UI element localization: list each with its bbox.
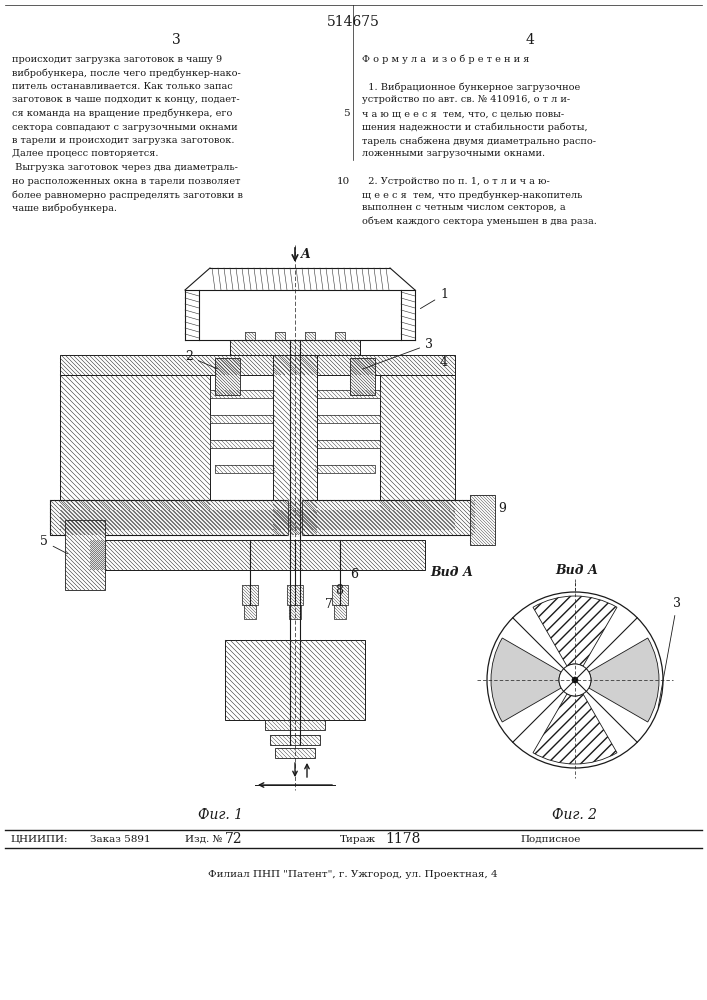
Text: тарель снабжена двумя диаметрально распо-: тарель снабжена двумя диаметрально распо…: [362, 136, 596, 145]
Text: 1. Вибрационное бункерное загрузочное: 1. Вибрационное бункерное загрузочное: [362, 82, 580, 92]
Bar: [275, 332, 285, 340]
Text: 6: 6: [350, 568, 358, 582]
Bar: [65, 520, 105, 590]
Bar: [215, 358, 240, 395]
Bar: [60, 355, 455, 375]
Text: 9: 9: [498, 502, 506, 514]
Text: 4: 4: [525, 33, 534, 47]
Text: 4: 4: [440, 356, 448, 368]
Bar: [289, 605, 301, 619]
Text: происходит загрузка заготовок в чашу 9: происходит загрузка заготовок в чашу 9: [12, 55, 222, 64]
Bar: [315, 465, 375, 473]
Bar: [380, 375, 455, 510]
Text: устройство по авт. св. № 410916, о т л и-: устройство по авт. св. № 410916, о т л и…: [362, 96, 570, 104]
Text: Фиг. 2: Фиг. 2: [552, 808, 597, 822]
Text: 2. Устройство по п. 1, о т л и ч а ю-: 2. Устройство по п. 1, о т л и ч а ю-: [362, 176, 550, 186]
Text: 2: 2: [185, 350, 218, 369]
Text: Далее процесс повторяется.: Далее процесс повторяется.: [12, 149, 158, 158]
Bar: [210, 415, 275, 423]
Text: Фиг. 1: Фиг. 1: [197, 808, 243, 822]
Text: 7: 7: [325, 598, 333, 611]
Text: объем каждого сектора уменьшен в два раза.: объем каждого сектора уменьшен в два раз…: [362, 217, 597, 227]
Text: 3: 3: [172, 33, 180, 47]
Text: 3: 3: [363, 338, 433, 369]
Bar: [315, 390, 380, 398]
Wedge shape: [533, 694, 617, 764]
Wedge shape: [589, 638, 659, 722]
Text: шения надежности и стабильности работы,: шения надежности и стабильности работы,: [362, 122, 588, 132]
Text: 5: 5: [344, 109, 350, 118]
Text: Вид А: Вид А: [430, 566, 473, 578]
Text: щ е е с я  тем, что предбункер-накопитель: щ е е с я тем, что предбункер-накопитель: [362, 190, 583, 200]
Text: в тарели и происходит загрузка заготовок.: в тарели и происходит загрузка заготовок…: [12, 136, 235, 145]
Text: питель останавливается. Как только запас: питель останавливается. Как только запас: [12, 82, 233, 91]
Text: 8: 8: [335, 584, 343, 596]
Circle shape: [572, 677, 578, 683]
Bar: [332, 585, 348, 605]
Bar: [470, 495, 495, 545]
Text: Вид А: Вид А: [555, 564, 598, 577]
Text: заготовок в чаше подходит к концу, подает-: заготовок в чаше подходит к концу, подае…: [12, 96, 240, 104]
Bar: [273, 355, 317, 535]
Text: 1178: 1178: [385, 832, 421, 846]
Text: 10: 10: [337, 176, 350, 186]
Text: 72: 72: [225, 832, 243, 846]
Text: ся команда на вращение предбункера, его: ся команда на вращение предбункера, его: [12, 109, 233, 118]
Bar: [335, 332, 345, 340]
Bar: [90, 540, 425, 570]
Text: 3: 3: [658, 597, 681, 707]
Text: 1: 1: [421, 288, 448, 309]
Text: выполнен с четным числом секторов, а: выполнен с четным числом секторов, а: [362, 204, 566, 213]
Bar: [60, 375, 210, 510]
Text: Тираж: Тираж: [340, 834, 376, 844]
Text: чаше вибробункера.: чаше вибробункера.: [12, 204, 117, 213]
Bar: [315, 440, 380, 448]
Text: Заказ 5891: Заказ 5891: [90, 834, 151, 844]
Bar: [245, 332, 255, 340]
Text: Филиал ПНП "Патент", г. Ужгород, ул. Проектная, 4: Филиал ПНП "Патент", г. Ужгород, ул. Про…: [208, 870, 498, 879]
Text: но расположенных окна в тарели позволяет: но расположенных окна в тарели позволяет: [12, 176, 240, 186]
Bar: [210, 390, 275, 398]
Bar: [287, 585, 303, 605]
Bar: [350, 358, 375, 395]
Text: A: A: [301, 248, 311, 261]
Bar: [244, 605, 256, 619]
Bar: [315, 415, 380, 423]
Text: 5: 5: [40, 535, 68, 554]
Bar: [265, 720, 325, 730]
Bar: [60, 510, 455, 530]
Text: Выгрузка заготовок через два диаметраль-: Выгрузка заготовок через два диаметраль-: [12, 163, 238, 172]
Bar: [230, 340, 360, 355]
Bar: [210, 440, 275, 448]
Bar: [305, 332, 315, 340]
Text: Ф о р м у л а  и з о б р е т е н и я: Ф о р м у л а и з о б р е т е н и я: [362, 55, 530, 64]
Bar: [50, 500, 475, 535]
Bar: [270, 735, 320, 745]
Text: ЦНИИПИ:: ЦНИИПИ:: [10, 834, 67, 844]
Text: ч а ю щ е е с я  тем, что, с целью повы-: ч а ю щ е е с я тем, что, с целью повы-: [362, 109, 564, 118]
Circle shape: [487, 592, 663, 768]
Text: сектора совпадают с загрузочными окнами: сектора совпадают с загрузочными окнами: [12, 122, 238, 131]
Text: Подписное: Подписное: [520, 834, 580, 844]
Text: 514675: 514675: [327, 15, 380, 29]
Bar: [275, 748, 315, 758]
Bar: [215, 465, 275, 473]
Text: вибробункера, после чего предбункер-нако-: вибробункера, после чего предбункер-нако…: [12, 68, 241, 78]
Text: более равномерно распределять заготовки в: более равномерно распределять заготовки …: [12, 190, 243, 200]
Bar: [242, 585, 258, 605]
Circle shape: [559, 664, 591, 696]
Wedge shape: [491, 638, 561, 722]
Text: Изд. №: Изд. №: [185, 834, 223, 844]
Bar: [334, 605, 346, 619]
Bar: [225, 640, 365, 720]
Wedge shape: [533, 596, 617, 666]
Text: ложенными загрузочными окнами.: ложенными загрузочными окнами.: [362, 149, 545, 158]
